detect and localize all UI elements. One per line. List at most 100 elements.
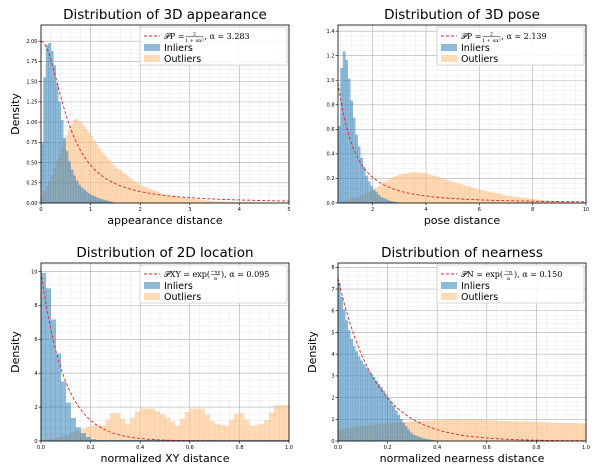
x-tick-label: 0 bbox=[39, 207, 42, 213]
outliers-bar bbox=[429, 174, 433, 204]
inliers-bar bbox=[350, 100, 353, 204]
x-ticks: 0.0 0.2 0.4 0.6 0.8 1.0 bbox=[37, 441, 293, 451]
inliers-bar bbox=[367, 181, 371, 204]
outliers-bar bbox=[491, 420, 495, 442]
outliers-bar bbox=[432, 175, 435, 204]
y-tick-label: 5 bbox=[331, 330, 334, 336]
inliers-bar bbox=[382, 390, 386, 442]
outliers-bar bbox=[150, 408, 156, 442]
outliers-bar bbox=[538, 421, 542, 442]
inliers-bar bbox=[345, 320, 349, 442]
legend-curve-alpha: , α = 2.139 bbox=[501, 32, 546, 41]
outliers-bar bbox=[214, 424, 220, 442]
outliers-bar bbox=[533, 421, 537, 442]
outliers-bar bbox=[159, 414, 166, 442]
outliers-bar bbox=[105, 419, 111, 442]
legend-curve-denominator: α bbox=[507, 276, 511, 282]
outliers-bar bbox=[553, 422, 557, 442]
outliers-bar bbox=[249, 425, 255, 442]
outliers-bar bbox=[442, 178, 445, 204]
inliers-bar bbox=[352, 117, 356, 204]
outliers-bar bbox=[137, 184, 141, 204]
outliers-bar bbox=[466, 186, 470, 204]
inliers-bar bbox=[92, 196, 96, 204]
outliers-bar bbox=[154, 411, 161, 442]
outliers-bar bbox=[199, 199, 203, 204]
outliers-bar bbox=[100, 151, 104, 204]
x-axis-label: appearance distance bbox=[107, 214, 223, 227]
outliers-bar bbox=[541, 422, 544, 442]
fit-curve bbox=[40, 40, 290, 202]
y-tick-label: 6 bbox=[34, 337, 37, 343]
outliers-bar bbox=[187, 198, 190, 204]
outliers-bar bbox=[499, 420, 502, 442]
inliers-bar bbox=[389, 402, 393, 442]
outliers-bar bbox=[419, 172, 423, 204]
x-tick-label: 0.2 bbox=[384, 445, 392, 451]
inliers-bar bbox=[48, 43, 52, 204]
outliers-bar bbox=[125, 174, 128, 204]
inliers-bar bbox=[100, 199, 104, 204]
outliers-bar bbox=[422, 173, 425, 204]
outliers-bar bbox=[447, 419, 450, 442]
outliers-bar bbox=[459, 419, 463, 442]
y-axis-label: Density bbox=[9, 331, 22, 373]
outliers-bar bbox=[429, 420, 433, 442]
y-tick-label: 1.75 bbox=[26, 59, 37, 65]
inliers-bar bbox=[352, 345, 356, 442]
outliers-bar bbox=[536, 421, 539, 442]
outliers-bar bbox=[110, 162, 114, 204]
outliers-bar bbox=[575, 423, 579, 442]
x-tick-label: 10 bbox=[583, 207, 589, 213]
outliers-bar bbox=[189, 198, 193, 204]
outliers-bar bbox=[169, 195, 173, 204]
inliers-bar bbox=[50, 319, 56, 442]
x-tick-label: 0.0 bbox=[334, 445, 342, 451]
legend-inliers-label: Inliers bbox=[164, 43, 193, 54]
outliers-bar bbox=[451, 419, 455, 442]
outliers-bar bbox=[506, 195, 510, 204]
outliers-bar bbox=[192, 199, 195, 204]
inliers-bar bbox=[45, 45, 49, 204]
outliers-bar bbox=[494, 420, 497, 442]
outliers-bar bbox=[142, 186, 146, 204]
outliers-bar bbox=[135, 182, 138, 204]
y-tick-label: 0 bbox=[34, 439, 37, 445]
inliers-bar bbox=[355, 134, 358, 204]
outliers-bar bbox=[459, 184, 463, 204]
legend-inliers-label: Inliers bbox=[461, 281, 490, 292]
outliers-bar bbox=[474, 188, 477, 204]
x-axis-label: pose distance bbox=[424, 214, 501, 227]
legend-curve-alpha: , α = 3.283 bbox=[204, 32, 249, 41]
outliers-bar bbox=[533, 199, 537, 204]
outliers-bar bbox=[523, 198, 527, 204]
y-ticks: 0 2 4 6 8 10 bbox=[31, 269, 41, 445]
outliers-bar bbox=[179, 197, 183, 204]
outliers-bar bbox=[434, 420, 438, 442]
inliers-bar bbox=[377, 383, 381, 442]
y-tick-label: 0 bbox=[331, 439, 334, 445]
y-tick-label: 0.4 bbox=[327, 152, 335, 158]
outliers-bar bbox=[234, 413, 240, 442]
outliers-bar bbox=[504, 421, 507, 442]
outliers-bar bbox=[444, 419, 448, 442]
outliers-bar bbox=[125, 423, 131, 442]
legend-outliers-label: Outliers bbox=[461, 54, 498, 65]
outliers-bar bbox=[164, 417, 171, 442]
x-tick-label: 2 bbox=[371, 207, 374, 213]
outliers-bar bbox=[274, 405, 280, 442]
outliers-bar bbox=[454, 419, 458, 442]
inliers-bar bbox=[380, 387, 383, 442]
outliers-bar bbox=[491, 192, 495, 204]
inliers-bar bbox=[392, 406, 396, 442]
y-tick-label: 0.8 bbox=[327, 103, 335, 109]
outliers-bars bbox=[40, 405, 290, 442]
outliers-bar bbox=[516, 197, 520, 204]
legend-inliers-swatch bbox=[144, 282, 160, 289]
x-tick-label: 2 bbox=[139, 207, 142, 213]
legend-inliers-swatch bbox=[441, 282, 457, 289]
outliers-bar bbox=[184, 198, 188, 204]
legend-curve-alpha: ), α = 0.095 bbox=[221, 270, 269, 279]
outliers-bar bbox=[244, 419, 250, 442]
inliers-bar bbox=[375, 192, 378, 204]
